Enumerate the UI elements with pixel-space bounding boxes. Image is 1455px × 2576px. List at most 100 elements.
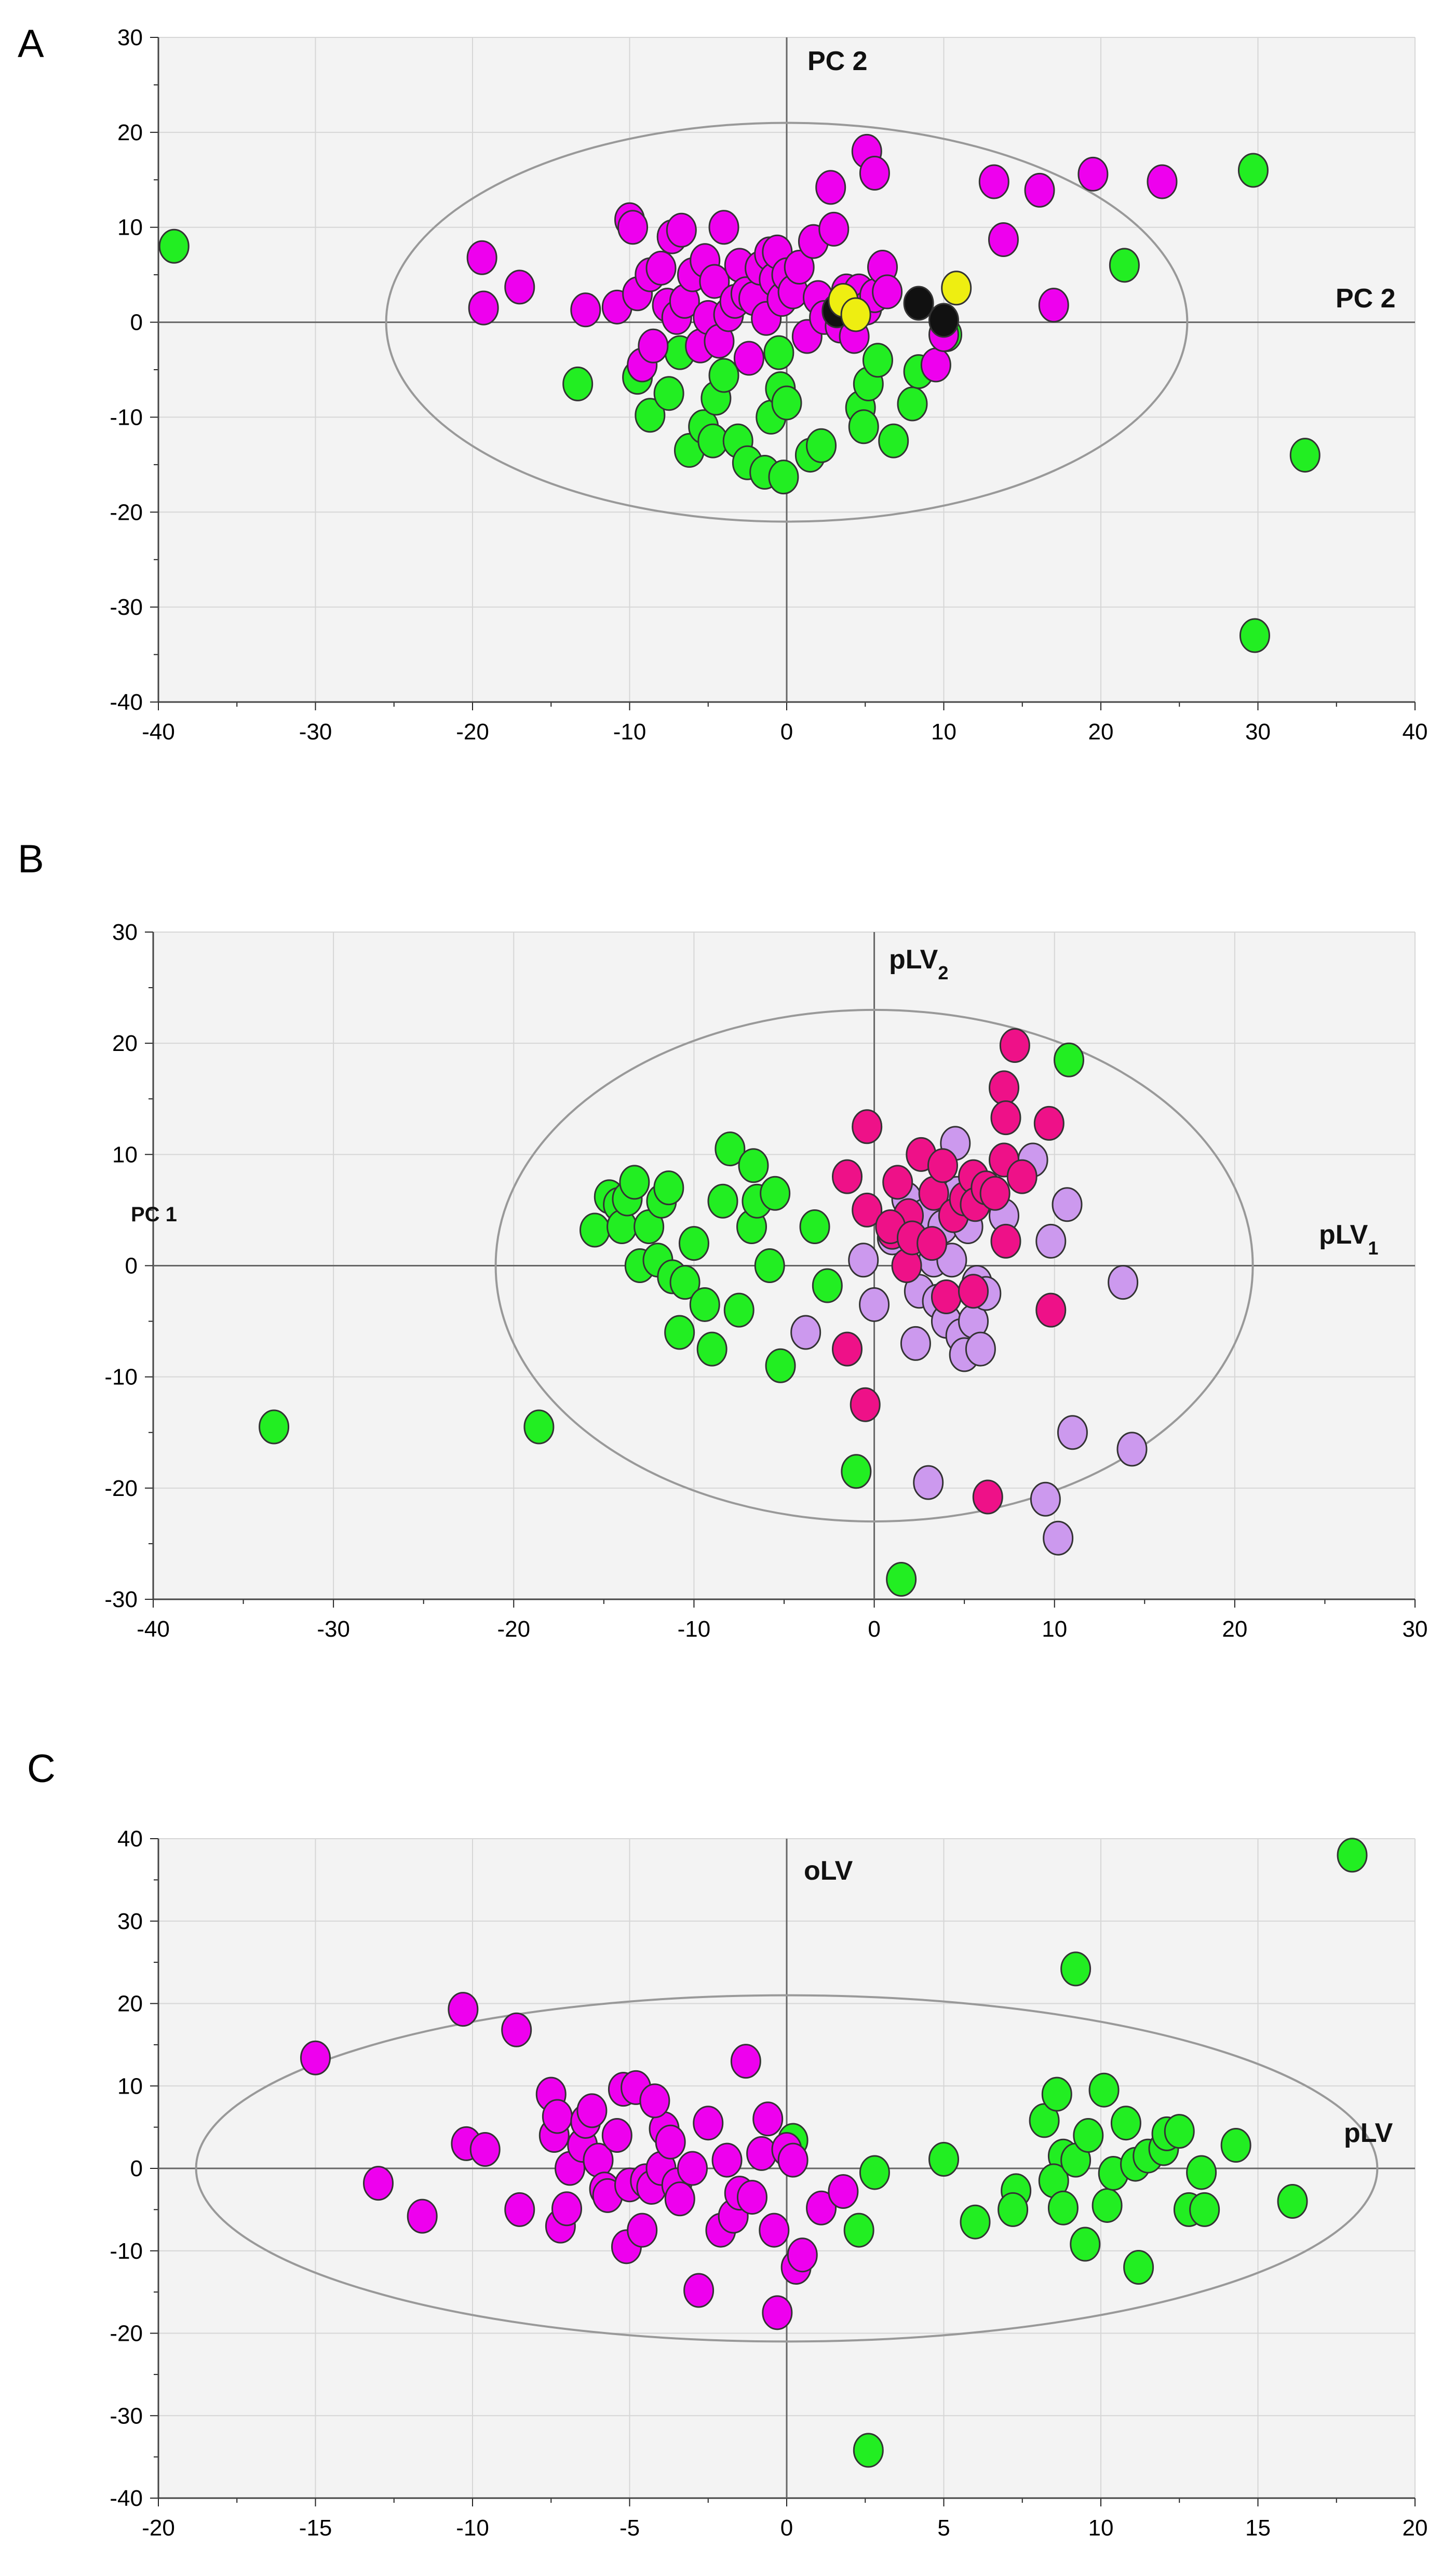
data-point-green — [1060, 1951, 1092, 1987]
y-tick-label: -30 — [110, 2403, 143, 2429]
side-label: PC 1 — [131, 1203, 177, 1226]
data-point-magenta — [872, 274, 903, 309]
x-tick-label: 40 — [1403, 719, 1428, 745]
data-point-green — [853, 2433, 884, 2468]
data-point-magenta — [655, 2124, 686, 2160]
data-point-magenta — [988, 222, 1019, 257]
x-tick-label: -20 — [456, 719, 489, 745]
data-point-green — [765, 1348, 796, 1383]
data-point-magenta — [787, 2237, 818, 2273]
data-point-green — [754, 1248, 785, 1283]
data-point-deep-pink — [990, 1100, 1021, 1136]
data-point-deep-pink — [979, 1176, 1011, 1211]
data-point-magenta — [806, 2190, 837, 2226]
y-tick-label: -30 — [104, 1587, 138, 1612]
data-point-green — [653, 1170, 684, 1206]
confidence-ellipse — [385, 122, 1189, 523]
data-point-deep-pink — [931, 1279, 962, 1314]
data-point-lavender — [1043, 1520, 1074, 1556]
data-point-deep-pink — [832, 1331, 863, 1367]
x-tick-label: 15 — [1245, 2515, 1271, 2541]
data-point-yellow — [840, 297, 871, 332]
data-point-magenta — [978, 164, 1009, 199]
data-point-lavender — [1057, 1415, 1088, 1450]
x-tick-label: -40 — [137, 1616, 170, 1642]
x-tick-label: 10 — [1088, 2515, 1114, 2541]
data-point-green — [771, 385, 802, 421]
y-tick-label: -10 — [110, 404, 143, 430]
data-point-green — [1337, 1838, 1368, 1873]
x-tick-label: 30 — [1245, 719, 1271, 745]
x-tick-label: 0 — [780, 2515, 793, 2541]
x-tick-label: 20 — [1222, 1616, 1247, 1642]
data-point-lavender — [913, 1465, 944, 1500]
data-point-deep-pink — [917, 1226, 948, 1261]
panel-label: A — [18, 22, 44, 66]
data-point-deep-pink — [832, 1159, 863, 1194]
confidence-ellipse — [494, 1008, 1254, 1523]
data-point-deep-pink — [999, 1028, 1030, 1063]
data-point-lavender — [859, 1287, 890, 1322]
data-point-green — [669, 1265, 700, 1300]
data-point-magenta — [466, 240, 497, 275]
x-tick-label: 10 — [931, 719, 956, 745]
data-point-magenta — [859, 155, 890, 191]
data-point-green — [664, 1315, 695, 1350]
x-tick-label: -20 — [142, 2515, 175, 2541]
y-tick-label: -20 — [110, 2321, 143, 2346]
data-point-green — [1164, 2114, 1195, 2149]
data-point-green — [1041, 2076, 1072, 2112]
y-tick-label: 0 — [125, 1253, 138, 1279]
data-point-deep-pink — [852, 1109, 883, 1144]
y-tick-label: 10 — [117, 2073, 143, 2099]
data-point-magenta — [733, 341, 764, 376]
data-point-green — [928, 2142, 959, 2177]
data-point-green — [1073, 2118, 1104, 2153]
data-point-green — [1047, 2190, 1079, 2226]
data-point-magenta — [736, 2180, 767, 2215]
confidence-ellipse — [195, 1994, 1379, 2343]
data-point-lavender — [1035, 1223, 1067, 1259]
x-tick-label: 30 — [1403, 1616, 1428, 1642]
x-tick-labels: -40 -30 -20 -10 0 10 20 30 40 — [142, 719, 1427, 745]
data-point-green — [678, 1226, 709, 1261]
data-point-green — [1110, 2106, 1141, 2141]
data-point-green — [1277, 2184, 1308, 2219]
panel-a: A -40 -30 -20 -10 0 10 20 30 40 30 20 10 0 -10 -20 -30… — [18, 22, 1427, 745]
data-point-green — [998, 2192, 1029, 2227]
y-tick-label: -40 — [110, 690, 143, 715]
data-point-green — [897, 386, 928, 422]
x-tick-label: -30 — [317, 1616, 350, 1642]
data-points — [300, 1838, 1368, 2468]
y-tick-label: 20 — [117, 1991, 143, 2017]
data-point-magenta — [666, 212, 697, 248]
y-tick-label: 40 — [117, 1826, 143, 1852]
y-tick-label: -40 — [110, 2486, 143, 2511]
data-point-lavender — [965, 1331, 996, 1367]
data-point-deep-pink — [958, 1274, 989, 1309]
data-point-green — [862, 343, 893, 378]
data-point-green — [689, 1287, 720, 1322]
data-point-green — [841, 1454, 872, 1489]
y-tick-label: 0 — [130, 310, 143, 335]
data-point-green — [1237, 153, 1269, 188]
data-point-green — [843, 2213, 874, 2248]
data-point-magenta — [468, 290, 499, 326]
data-point-green — [158, 228, 190, 264]
data-point-green — [886, 1561, 917, 1597]
data-point-magenta — [542, 2099, 573, 2134]
data-point-lavender — [1108, 1265, 1139, 1300]
data-point-green — [859, 2155, 890, 2190]
data-point-magenta — [759, 2213, 790, 2248]
y-tick-label: -20 — [110, 500, 143, 525]
data-point-green — [806, 428, 837, 463]
x-axis-label: PC 2 — [1336, 284, 1396, 314]
data-point-magenta — [815, 170, 846, 205]
data-point-magenta — [1147, 164, 1178, 199]
x-tick-label: 5 — [937, 2515, 950, 2541]
data-point-deep-pink — [1033, 1105, 1065, 1141]
data-point-magenta — [828, 2174, 859, 2209]
data-point-magenta — [677, 2151, 708, 2186]
data-point-magenta — [570, 292, 601, 328]
data-point-deep-pink — [850, 1387, 881, 1422]
